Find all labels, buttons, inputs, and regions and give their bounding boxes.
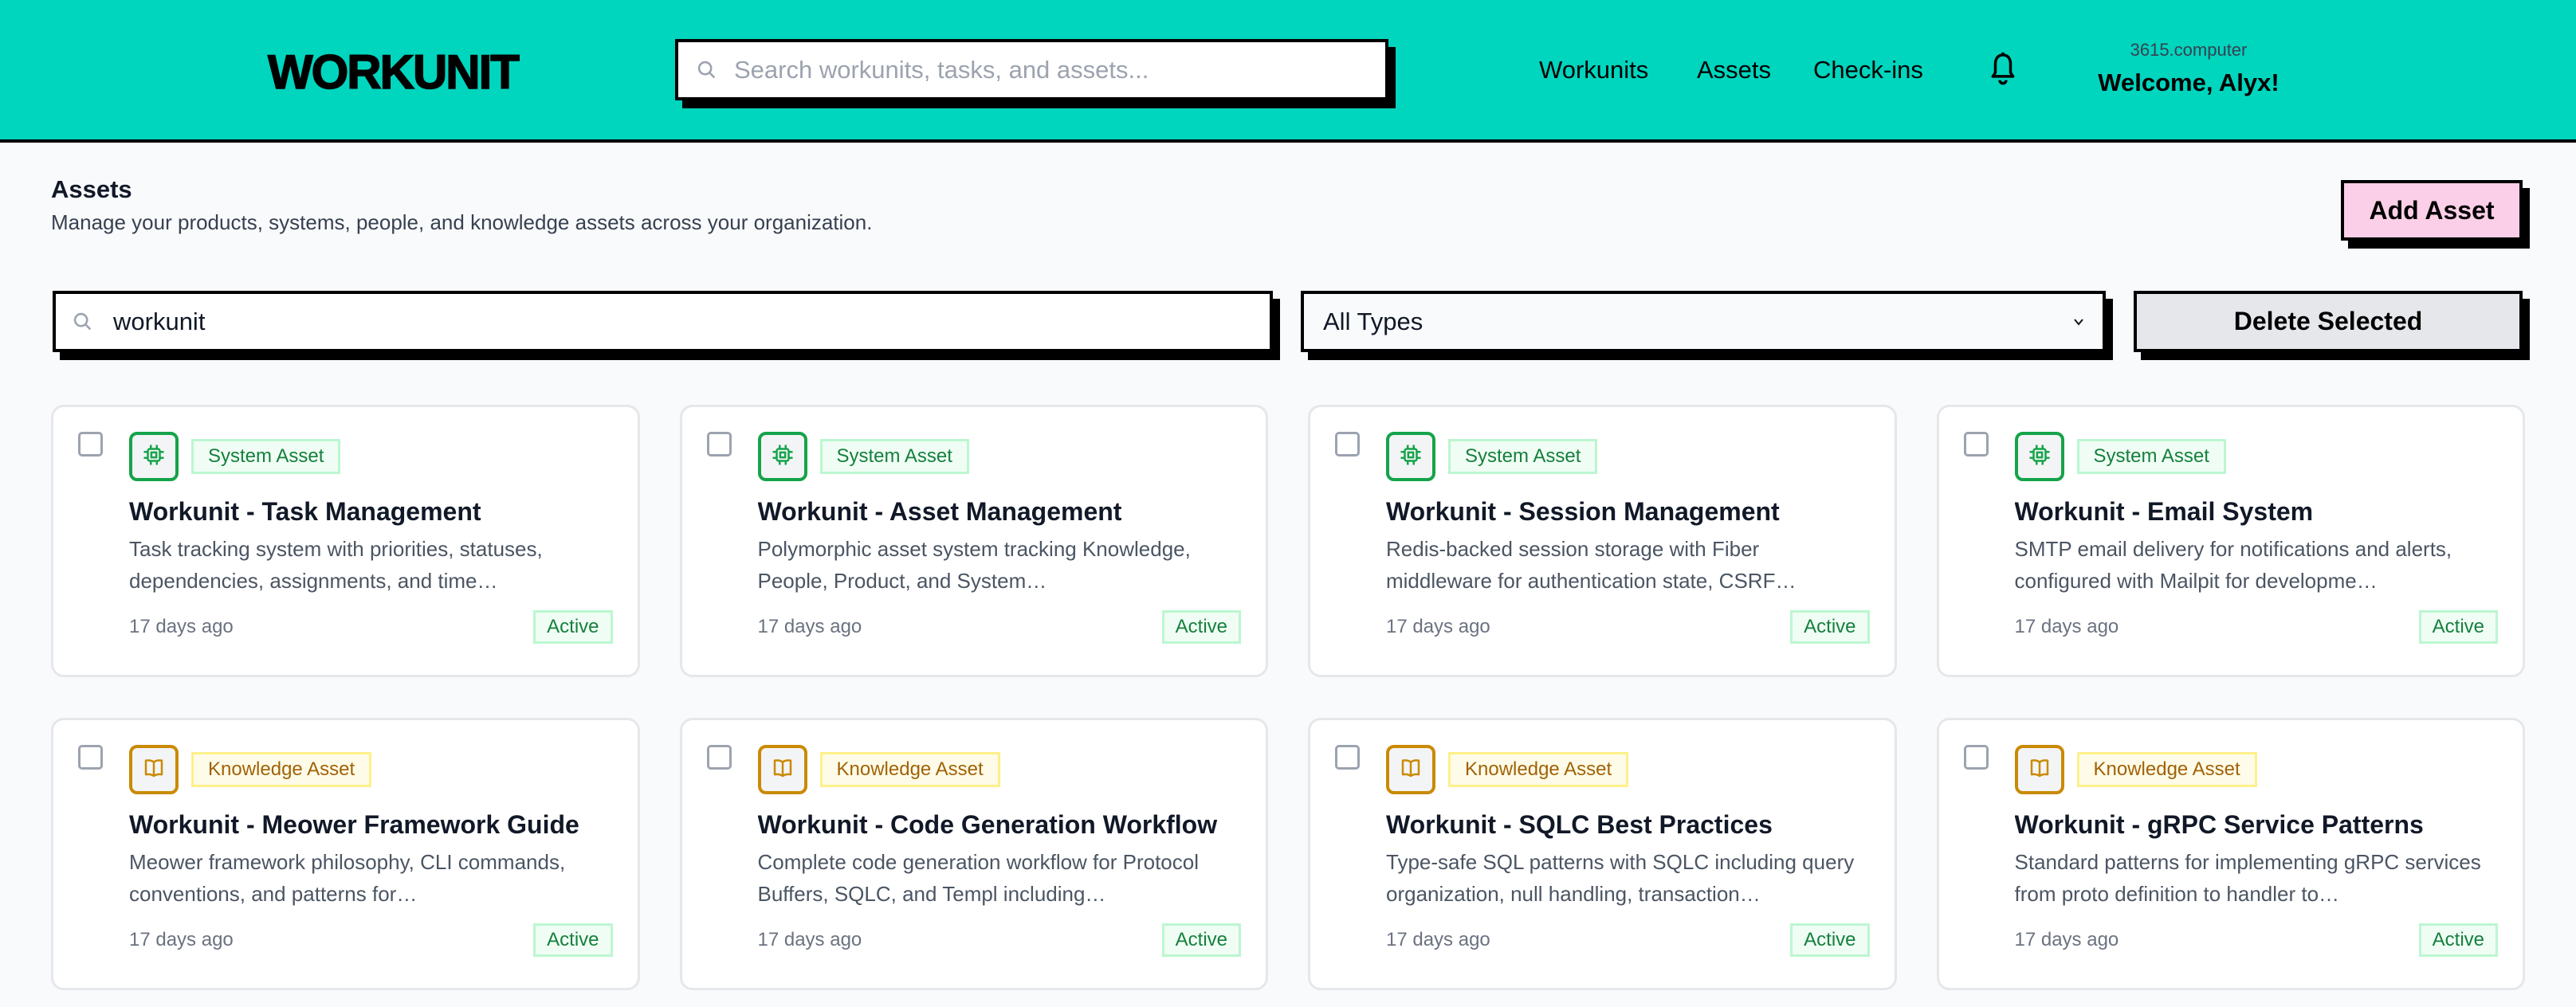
nav-workunits[interactable]: Workunits: [1539, 56, 1649, 84]
status-badge: Active: [1790, 923, 1870, 957]
asset-type-badge: Knowledge Asset: [191, 752, 372, 787]
asset-grid: System Asset Workunit - Task Management …: [51, 405, 2525, 990]
asset-updated-date: 17 days ago: [129, 929, 234, 950]
asset-card[interactable]: Knowledge Asset Workunit - Code Generati…: [679, 718, 1268, 990]
status-badge: Active: [1161, 610, 1241, 644]
asset-type-icon-box: [757, 745, 807, 794]
asset-title[interactable]: Workunit - Email System: [2014, 497, 2314, 526]
type-filter-select[interactable]: All Types: [1301, 291, 2106, 352]
asset-type-icon-box: [1386, 432, 1435, 481]
asset-type-icon-box: [2014, 745, 2064, 794]
cpu-chip-icon: [142, 443, 166, 471]
page-subtitle: Manage your products, systems, people, a…: [51, 210, 873, 234]
asset-title[interactable]: Workunit - Asset Management: [757, 497, 1122, 526]
bell-icon: [1991, 52, 2015, 85]
book-open-icon: [2028, 756, 2052, 784]
asset-type-icon-box: [2014, 432, 2064, 481]
status-badge: Active: [533, 610, 613, 644]
book-open-icon: [142, 756, 166, 784]
asset-type-badge: System Asset: [191, 439, 341, 474]
cpu-chip-icon: [2028, 443, 2052, 471]
select-checkbox[interactable]: [706, 432, 732, 456]
nav-check-ins[interactable]: Check-ins: [1813, 56, 1923, 84]
asset-type-icon-box: [1386, 745, 1435, 794]
select-checkbox[interactable]: [1335, 745, 1360, 770]
asset-description: Meower framework philosophy, CLI command…: [129, 850, 566, 906]
status-badge: Active: [2418, 610, 2498, 644]
asset-updated-date: 17 days ago: [129, 616, 234, 637]
type-filter-value: All Types: [1323, 307, 1423, 335]
chevron-down-icon: [2074, 318, 2083, 326]
asset-type-badge: System Asset: [1448, 439, 1598, 474]
select-checkbox[interactable]: [706, 745, 732, 770]
asset-title[interactable]: Workunit - SQLC Best Practices: [1386, 810, 1773, 839]
asset-description: Polymorphic asset system tracking Knowle…: [757, 537, 1191, 593]
search-icon: [73, 312, 92, 330]
asset-updated-date: 17 days ago: [1386, 616, 1490, 637]
asset-title[interactable]: Workunit - Meower Framework Guide: [129, 810, 579, 839]
select-checkbox[interactable]: [1963, 432, 1989, 456]
asset-card[interactable]: Knowledge Asset Workunit - Meower Framew…: [51, 718, 640, 990]
select-checkbox[interactable]: [78, 432, 103, 456]
page-title: Assets: [51, 175, 132, 203]
asset-updated-date: 17 days ago: [2014, 616, 2119, 637]
asset-type-badge: Knowledge Asset: [2076, 752, 2257, 787]
add-asset-button[interactable]: Add Asset: [2341, 180, 2523, 241]
global-search[interactable]: [675, 39, 1388, 100]
asset-card[interactable]: Knowledge Asset Workunit - gRPC Service …: [1936, 718, 2525, 990]
asset-title[interactable]: Workunit - Code Generation Workflow: [757, 810, 1218, 839]
asset-card[interactable]: System Asset Workunit - Task Management …: [51, 405, 640, 677]
asset-description: Complete code generation workflow for Pr…: [757, 850, 1200, 906]
asset-card[interactable]: System Asset Workunit - Session Manageme…: [1308, 405, 1897, 677]
asset-updated-date: 17 days ago: [1386, 929, 1490, 950]
asset-type-badge: System Asset: [819, 439, 969, 474]
asset-type-badge: Knowledge Asset: [1448, 752, 1629, 787]
cpu-chip-icon: [771, 443, 795, 471]
select-checkbox[interactable]: [1963, 745, 1989, 770]
asset-description: Redis-backed session storage with Fiber …: [1386, 537, 1797, 593]
asset-description: Type-safe SQL patterns with SQLC includi…: [1386, 850, 1855, 906]
asset-title[interactable]: Workunit - Session Management: [1386, 497, 1780, 526]
user-menu[interactable]: 3615.computer Welcome, Alyx!: [2056, 40, 2321, 97]
notifications-button[interactable]: [1988, 51, 2018, 93]
top-header: WORKUNIT Workunits Assets Check-ins 3615…: [0, 0, 2576, 143]
asset-search[interactable]: [53, 291, 1273, 352]
asset-type-icon-box: [129, 432, 179, 481]
status-badge: Active: [1161, 923, 1241, 957]
global-search-input[interactable]: [734, 55, 1356, 84]
search-icon: [697, 61, 716, 78]
cpu-chip-icon: [1399, 443, 1423, 471]
asset-type-icon-box: [757, 432, 807, 481]
asset-updated-date: 17 days ago: [757, 616, 862, 637]
asset-type-icon-box: [129, 745, 179, 794]
status-badge: Active: [2418, 923, 2498, 957]
status-badge: Active: [533, 923, 613, 957]
asset-card[interactable]: System Asset Workunit - Email System SMT…: [1936, 405, 2525, 677]
asset-type-badge: System Asset: [2076, 439, 2226, 474]
asset-updated-date: 17 days ago: [2014, 929, 2119, 950]
logo[interactable]: WORKUNIT: [267, 45, 520, 100]
status-badge: Active: [1790, 610, 1870, 644]
asset-type-badge: Knowledge Asset: [819, 752, 1000, 787]
asset-description: Standard patterns for implementing gRPC …: [2014, 850, 2481, 906]
asset-search-input[interactable]: [113, 307, 1229, 336]
asset-title[interactable]: Workunit - Task Management: [129, 497, 481, 526]
asset-card[interactable]: Knowledge Asset Workunit - SQLC Best Pra…: [1308, 718, 1897, 990]
select-checkbox[interactable]: [1335, 432, 1360, 456]
welcome-text: Welcome, Alyx!: [2098, 69, 2280, 96]
asset-card[interactable]: System Asset Workunit - Asset Management…: [679, 405, 1268, 677]
organization-name: 3615.computer: [2130, 40, 2248, 60]
delete-selected-button[interactable]: Delete Selected: [2134, 291, 2523, 352]
asset-updated-date: 17 days ago: [757, 929, 862, 950]
nav-assets[interactable]: Assets: [1697, 56, 1772, 84]
book-open-icon: [1399, 756, 1423, 784]
asset-title[interactable]: Workunit - gRPC Service Patterns: [2014, 810, 2424, 839]
asset-description: SMTP email delivery for notifications an…: [2014, 537, 2452, 593]
asset-description: Task tracking system with priorities, st…: [129, 537, 543, 593]
select-checkbox[interactable]: [78, 745, 103, 770]
book-open-icon: [771, 756, 795, 784]
